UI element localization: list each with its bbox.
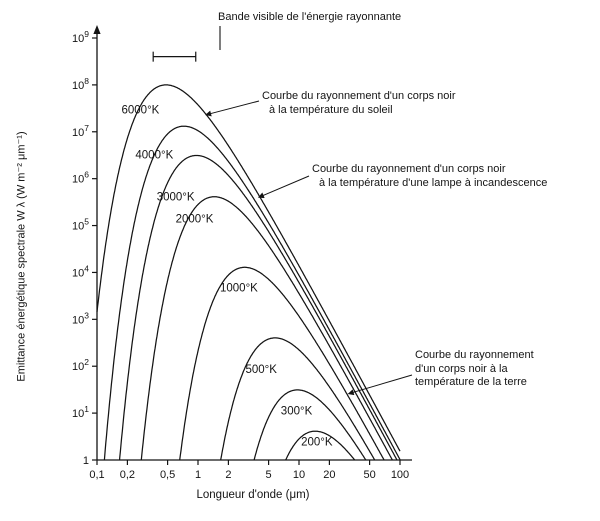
y-axis-title: Emittance énergétique spectrale W λ (W m… (15, 131, 28, 382)
visible-band-label: Bande visible de l'énergie rayonnante (218, 11, 402, 23)
x-tick-label: 5 (266, 469, 272, 481)
curve-label-4000k: 4000°K (135, 149, 173, 161)
curve-200k (285, 430, 356, 461)
y-tick-label: 104 (72, 263, 89, 279)
curve-2000k (140, 196, 393, 461)
y-tick-label: 106 (72, 170, 89, 186)
curve-1000k (179, 266, 385, 461)
x-tick-label: 0,2 (120, 469, 135, 481)
annotation-arrow-earth (347, 374, 413, 396)
y-tick-label: 109 (72, 29, 89, 45)
annotation-earth: Courbe du rayonnement d'un corps noir à … (415, 349, 534, 390)
annotation-arrow-sun (205, 100, 260, 117)
curve-label-6000k: 6000°K (122, 104, 160, 116)
x-tick-label: 20 (323, 469, 335, 481)
y-tick-label: 102 (72, 357, 89, 373)
curve-6000k (96, 84, 401, 452)
x-tick-label: 10 (293, 469, 305, 481)
annotation-lamp-line2: à la température d'une lampe à incandesc… (319, 176, 548, 189)
curve-4000k (103, 125, 401, 461)
annotation-earth-line2: d'un corps noir à la (415, 362, 508, 375)
y-tick-label: 101 (72, 404, 89, 420)
x-tick-label: 0,5 (160, 469, 175, 481)
x-tick-label: 0,1 (89, 469, 104, 481)
y-tick-label: 105 (72, 217, 89, 233)
curve-300k (253, 389, 367, 461)
curve-500k (220, 337, 376, 461)
curve-label-200k: 200°K (301, 436, 333, 448)
curve-label-1000k: 1000°K (220, 282, 258, 294)
annotation-earth-line3: température de la terre (415, 376, 527, 388)
annotation-sun-line2: à la température du soleil (269, 103, 393, 116)
annotation-arrow-lamp (257, 175, 310, 199)
x-tick-label: 50 (363, 469, 375, 481)
y-axis-arrowhead (93, 25, 101, 34)
curve-label-2000k: 2000°K (176, 214, 214, 226)
annotation-earth-line1: Courbe du rayonnement (415, 349, 534, 361)
x-axis-title: Longueur d'onde (μm) (196, 489, 310, 501)
curve-label-3000k: 3000°K (157, 191, 195, 203)
x-tick-label: 2 (225, 469, 231, 481)
annotation-sun-line1: Courbe du rayonnement d'un corps noir (262, 90, 456, 102)
y-tick-label: 107 (72, 123, 89, 139)
y-tick-label: 108 (72, 76, 89, 92)
curve-label-500k: 500°K (246, 364, 278, 376)
y-tick-label: 1 (83, 455, 89, 467)
annotation-sun: Courbe du rayonnement d'un corps noir à … (262, 90, 456, 117)
curve-3000k (118, 154, 398, 461)
x-tick-label: 1 (195, 469, 201, 481)
annotation-lamp-line1: Courbe du rayonnement d'un corps noir (312, 163, 506, 175)
x-tick-label: 100 (391, 469, 409, 481)
curve-label-300k: 300°K (281, 405, 313, 417)
annotation-lamp: Courbe du rayonnement d'un corps noir à … (312, 163, 547, 190)
y-tick-label: 103 (72, 310, 89, 326)
